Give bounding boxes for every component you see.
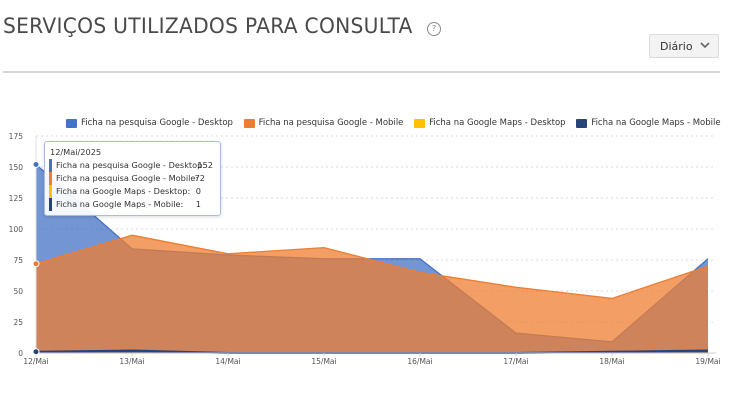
svg-text:16/Mai: 16/Mai [407,357,432,366]
legend-item-maps-mobile[interactable]: Ficha na Google Maps - Mobile [576,118,721,128]
chart-markers [32,161,40,357]
tooltip-color-bar [49,159,52,172]
tooltip-label: Ficha na pesquisa Google - Mobile: [56,173,199,183]
chart-legend: Ficha na pesquisa Google - Desktop Ficha… [66,118,729,131]
tooltip-label: Ficha na pesquisa Google - Desktop: [56,160,206,170]
period-select-value: Diário [660,40,693,53]
line-series [35,234,709,300]
svg-text:19/Mai: 19/Mai [695,357,720,366]
svg-text:125: 125 [9,194,24,203]
question-circle-icon[interactable]: ? [427,22,441,36]
tooltip-row: Ficha na Google Maps - Mobile: 1 [49,198,217,211]
legend-item-maps-desktop[interactable]: Ficha na Google Maps - Desktop [414,118,566,128]
tooltip-color-bar [49,172,52,185]
legend-swatch [243,118,255,128]
data-point-marker [32,161,40,169]
legend-label: Ficha na Google Maps - Desktop [429,118,566,128]
period-select[interactable]: Diário [649,34,719,58]
tooltip-value: 0 [195,186,201,196]
legend-swatch [414,118,426,128]
tooltip-value: 72 [194,173,205,183]
chart-areas [35,164,709,354]
tooltip-row: Ficha na Google Maps - Desktop: 0 [49,185,217,198]
svg-text:175: 175 [9,132,24,141]
legend-swatch [576,118,588,128]
tooltip-row: Ficha na pesquisa Google - Desktop: 152 [49,159,217,172]
svg-text:150: 150 [9,163,24,172]
page-title: SERVIÇOS UTILIZADOS PARA CONSULTA [3,14,413,39]
tooltip-label: Ficha na Google Maps - Mobile: [56,199,184,209]
svg-text:13/Mai: 13/Mai [119,357,144,366]
data-point-marker [32,260,40,268]
svg-text:14/Mai: 14/Mai [215,357,240,366]
tooltip-value: 1 [195,199,201,209]
svg-text:12/Mai: 12/Mai [23,357,48,366]
svg-text:18/Mai: 18/Mai [599,357,624,366]
legend-swatch [66,118,77,128]
tooltip-color-bar [49,185,52,198]
tooltip-label: Ficha na Google Maps - Desktop: [56,186,191,196]
legend-label: Ficha na Google Maps - Mobile [591,118,721,128]
svg-text:25: 25 [13,318,23,327]
svg-text:17/Mai: 17/Mai [503,357,528,366]
tooltip-row: Ficha na pesquisa Google - Mobile: 72 [49,172,217,185]
legend-item-google-mobile[interactable]: Ficha na pesquisa Google - Mobile [243,118,404,128]
data-point-marker [32,348,40,356]
header-divider [3,71,720,73]
chart-tooltip: 12/Mai/2025 Ficha na pesquisa Google - D… [44,141,221,216]
tooltip-value: 152 [197,160,213,170]
tooltip-date: 12/Mai/2025 [50,147,102,157]
area-series [36,235,708,353]
legend-item-google-desktop[interactable]: Ficha na pesquisa Google - Desktop [66,118,233,128]
svg-text:75: 75 [13,256,23,265]
chart-axes: 0 25 50 75 100 125 150 175 12/Mai 13/Mai 14/Mai 15/… [9,132,721,366]
svg-text:50: 50 [13,287,23,296]
legend-label: Ficha na pesquisa Google - Mobile [258,118,404,128]
legend-label: Ficha na pesquisa Google - Desktop [81,118,233,128]
svg-text:0: 0 [18,349,23,358]
svg-text:100: 100 [9,225,24,234]
chevron-down-icon [700,42,710,49]
svg-text:15/Mai: 15/Mai [311,357,336,366]
tooltip-color-bar [49,198,52,211]
